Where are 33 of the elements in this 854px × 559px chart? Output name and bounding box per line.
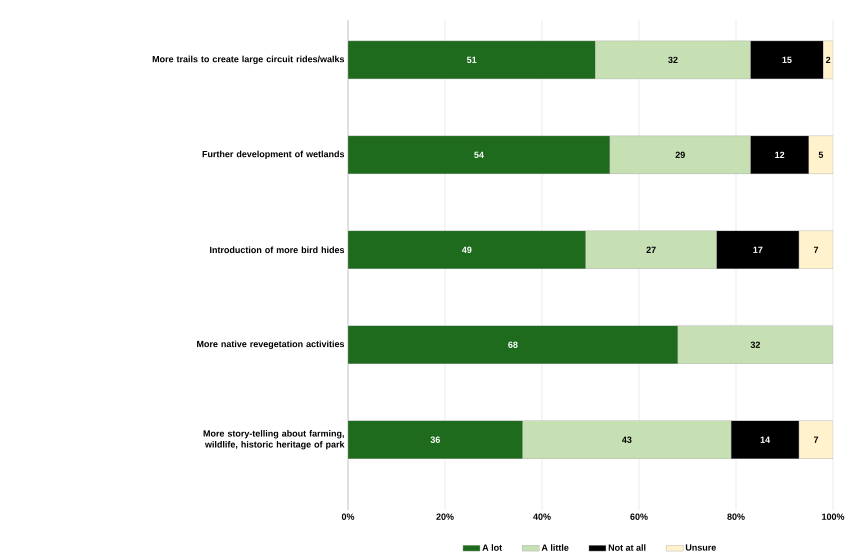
data-label: 2: [826, 56, 830, 64]
y-tick-label: More story-telling about farming, wildlife, historic heritage of park: [204, 430, 344, 450]
data-label: 49: [462, 246, 472, 253]
data-label: 7: [814, 436, 818, 443]
legend-label: Not at all: [608, 544, 646, 551]
data-label: 15: [782, 56, 792, 64]
data-label: 51: [466, 56, 476, 64]
data-label: 27: [646, 246, 656, 253]
x-tick-label: 100%: [822, 514, 844, 520]
data-label: 43: [622, 436, 632, 443]
x-tick-label: 0%: [342, 514, 354, 520]
x-tick-label: 80%: [727, 514, 745, 520]
x-tick-label: 40%: [533, 514, 551, 520]
data-label: 29: [676, 152, 685, 158]
data-label: 7: [814, 246, 818, 253]
y-tick-label: More trails to create large circuit rides/walks: [152, 56, 344, 64]
data-label: 5: [818, 152, 824, 158]
y-tick-label: Further development of wetlands: [202, 150, 344, 160]
y-tick-label: More native revegetation activities: [197, 340, 344, 349]
data-label: 14: [760, 436, 770, 443]
data-label: 36: [430, 436, 440, 443]
y-tick-label: Introduction of more bird hides: [210, 246, 344, 254]
data-label: 12: [775, 152, 784, 158]
legend-label: A lot: [482, 544, 502, 551]
x-tick-label: 20%: [436, 514, 454, 520]
data-label: 54: [474, 152, 484, 158]
data-label: 32: [668, 56, 678, 64]
legend-label: A little: [542, 544, 569, 551]
legend-label: Unsure: [686, 544, 716, 551]
data-label: 17: [753, 246, 762, 253]
x-tick-label: 60%: [630, 514, 648, 520]
data-label: 32: [750, 342, 760, 348]
data-label: 68: [508, 342, 518, 348]
